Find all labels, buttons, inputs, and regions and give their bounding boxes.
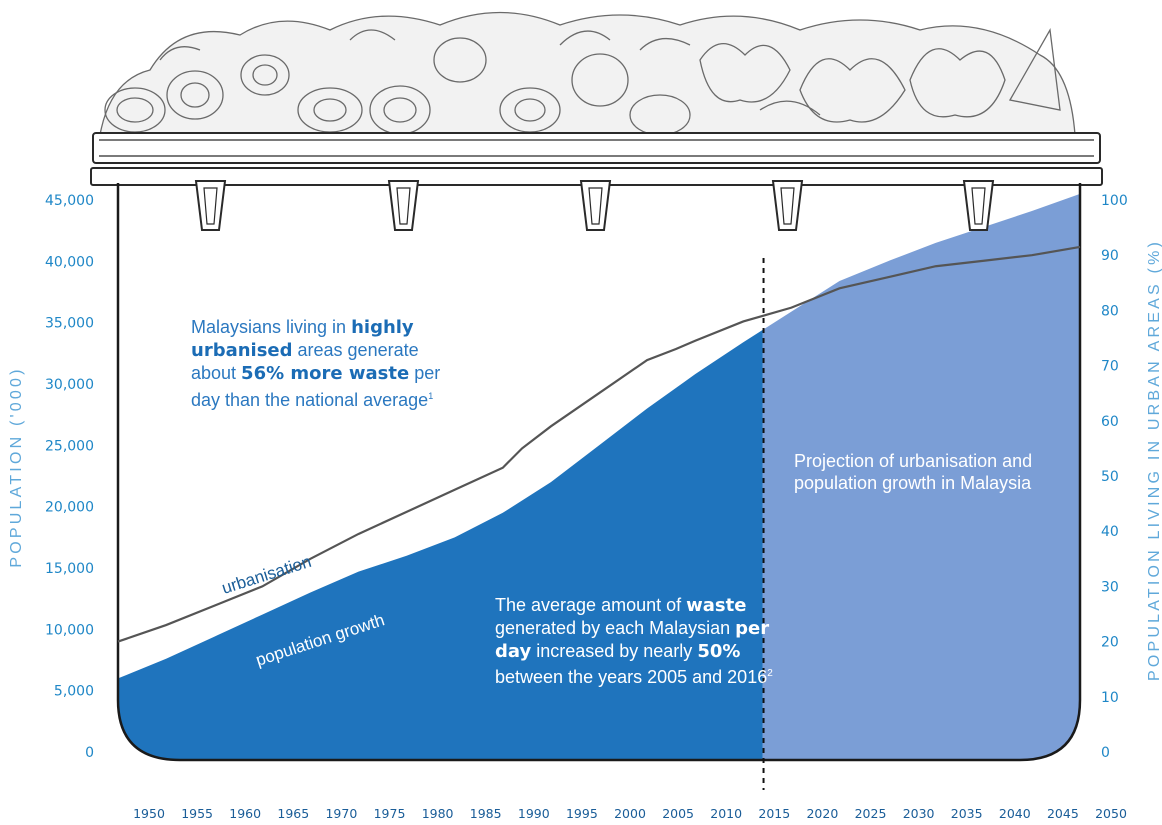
x-tick-label: 2000 [614,806,646,821]
x-tick-label: 2030 [903,806,935,821]
note-text: increased by nearly [531,641,698,661]
y-axis-right-title: POPULATION LIVING IN URBAN AREAS (%) [1146,239,1162,681]
y-left-tick-label: 20,000 [45,500,94,516]
x-tick-label: 1950 [133,806,165,821]
bin-lid [90,132,1103,186]
y-right-tick-label: 10 [1101,690,1119,706]
note-text: per day than the national average [191,363,441,410]
y-axis-left-title: POPULATION ('000) [8,366,25,567]
x-tick-label: 2045 [1047,806,1079,821]
x-tick-label: 2050 [1095,806,1127,821]
note-text: generated by each Malaysian [495,618,736,638]
x-tick-label: 2020 [806,806,838,821]
x-tick-label: 2040 [999,806,1031,821]
y-left-tick-label: 15,000 [45,561,94,577]
x-tick-label: 2025 [855,806,887,821]
x-tick-label: 1975 [374,806,406,821]
x-tick-label: 1970 [325,806,357,821]
projection-area [762,193,1080,760]
y-right-tick-label: 0 [1101,745,1110,761]
x-tick-label: 2005 [662,806,694,821]
bin-outline [116,183,1082,762]
y-right-tick-label: 40 [1101,524,1119,540]
x-tick-label: 1960 [229,806,261,821]
x-axis: 1950 1955 1960 1965 1970 1975 1980 1985 1990 1995… [133,806,1127,821]
note-bold: per day [495,618,770,662]
y-right-tick-label: 20 [1101,635,1119,651]
y-right-tick-label: 90 [1101,248,1119,264]
note-bold: 50% [697,641,741,662]
y-left-tick-label: 30,000 [45,377,94,393]
y-right-tick-label: 70 [1101,359,1119,375]
y-right-tick-label: 50 [1101,469,1119,485]
y-left-tick-label: 45,000 [45,193,94,209]
urbanisation-label: urbanisation [219,552,313,598]
x-tick-label: 1955 [181,806,213,821]
note-text: between the years 2005 and 2016 [495,667,768,687]
x-tick-label: 1980 [422,806,454,821]
projection-note: Projection of urbanisation and populatio… [794,451,1033,493]
y-left-tick-label: 40,000 [45,254,94,270]
footnote-ref: 1 [428,391,434,401]
x-tick-label: 1995 [566,806,598,821]
population-area [118,330,763,760]
y-right-tick-label: 30 [1101,579,1119,595]
x-tick-label: 2035 [951,806,983,821]
y-left-tick-label: 0 [85,745,94,761]
y-left-tick-label: 35,000 [45,316,94,332]
waste-increase-note: The average amount of waste generated by… [495,594,775,688]
bin-body-chart [118,193,1080,760]
x-tick-label: 2015 [758,806,790,821]
y-left-tick-label: 5,000 [54,684,94,700]
note-text: The average amount of [495,595,687,615]
x-tick-label: 2010 [710,806,742,821]
y-left-tick-label: 10,000 [45,622,94,638]
note-bold: 56% more waste [241,363,410,384]
y-right-tick-label: 80 [1101,303,1119,319]
x-tick-label: 1990 [518,806,550,821]
urbanisation-line [117,245,1081,643]
y-left-tick-label: 25,000 [45,438,94,454]
y-axis-left: 45,000 40,000 35,000 30,000 25,000 20,000 15,0… [45,193,94,761]
y-right-tick-label: 100 [1101,193,1128,209]
bin-handles [194,180,995,231]
note-bold: urbanised [191,340,293,361]
x-tick-label: 1965 [277,806,309,821]
footnote-ref: 2 [767,668,773,679]
x-tick-label: 1985 [470,806,502,821]
trash-pile-illustration [99,11,1076,136]
urban-waste-note: Malaysians living in highly urbanised ar… [191,316,461,411]
note-text: Malaysians living in [191,317,352,337]
note-bold: waste [686,595,747,616]
y-right-tick-label: 60 [1101,414,1119,430]
note-text: areas generate about [191,340,419,383]
note-bold: highly [351,317,414,338]
